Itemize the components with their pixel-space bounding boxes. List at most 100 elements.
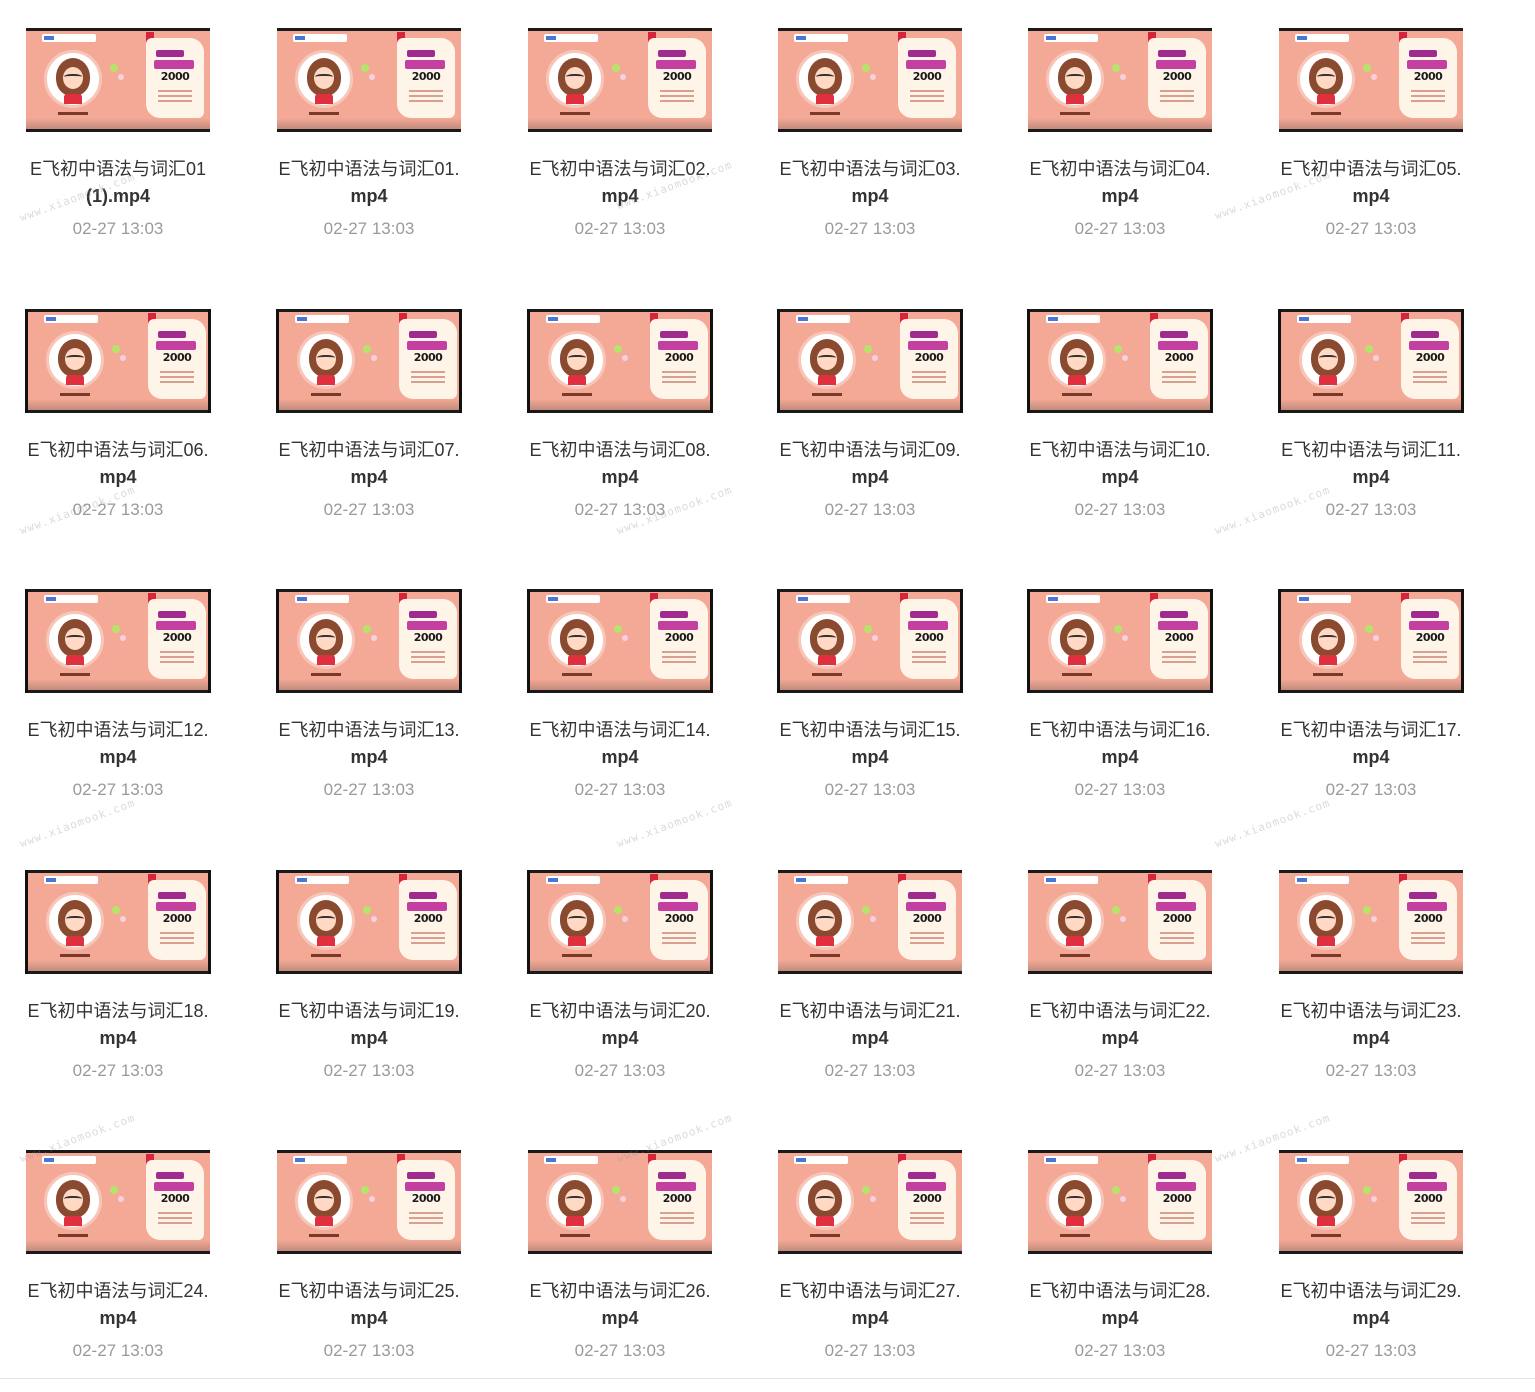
file-item[interactable]: 2000 E飞初中语法与词汇21. mp4 02-27 13:03: [752, 842, 988, 1112]
file-item[interactable]: 2000 E飞初中语法与词汇06. mp4 02-27 13:03: [0, 281, 236, 551]
file-name[interactable]: E飞初中语法与词汇25. mp4: [263, 1278, 475, 1332]
file-name[interactable]: E飞初中语法与词汇07. mp4: [263, 437, 475, 491]
file-item[interactable]: 2000 E飞初中语法与词汇25. mp4 02-27 13:03: [251, 1122, 487, 1392]
video-thumbnail[interactable]: 2000: [1027, 862, 1213, 982]
file-item[interactable]: 2000 E飞初中语法与词汇26. mp4 02-27 13:03: [502, 1122, 738, 1392]
video-thumbnail[interactable]: 2000: [1027, 20, 1213, 140]
file-item[interactable]: 2000 E飞初中语法与词汇23. mp4 02-27 13:03: [1253, 842, 1489, 1112]
video-thumbnail[interactable]: 2000: [276, 20, 462, 140]
file-item[interactable]: 2000 E飞初中语法与词汇18. mp4 02-27 13:03: [0, 842, 236, 1112]
video-thumbnail[interactable]: 2000: [25, 1142, 211, 1262]
file-name[interactable]: E飞初中语法与词汇10. mp4: [1014, 437, 1226, 491]
video-thumbnail[interactable]: 2000: [527, 862, 713, 982]
file-item[interactable]: 2000 E飞初中语法与词汇20. mp4 02-27 13:03: [502, 842, 738, 1112]
thumbnail-image: 2000: [777, 589, 963, 693]
file-item[interactable]: 2000 E飞初中语法与词汇02. mp4 02-27 13:03: [502, 0, 738, 270]
file-item[interactable]: 2000 E飞初中语法与词汇01. mp4 02-27 13:03: [251, 0, 487, 270]
file-item[interactable]: 2000 E飞初中语法与词汇11. mp4 02-27 13:03: [1253, 281, 1489, 551]
video-thumbnail[interactable]: 2000: [777, 1142, 963, 1262]
file-name[interactable]: E飞初中语法与词汇27. mp4: [764, 1278, 976, 1332]
thumbnail-image: 2000: [1028, 870, 1212, 974]
file-name[interactable]: E飞初中语法与词汇08. mp4: [514, 437, 726, 491]
file-name[interactable]: E飞初中语法与词汇13. mp4: [263, 717, 475, 771]
file-item[interactable]: 2000 E飞初中语法与词汇01 (1).mp4 02-27 13:03: [0, 0, 236, 270]
file-item[interactable]: 2000 E飞初中语法与词汇29. mp4 02-27 13:03: [1253, 1122, 1489, 1392]
file-item[interactable]: 2000 E飞初中语法与词汇17. mp4 02-27 13:03: [1253, 561, 1489, 831]
video-thumbnail[interactable]: 2000: [777, 20, 963, 140]
file-name[interactable]: E飞初中语法与词汇28. mp4: [1014, 1278, 1226, 1332]
file-name[interactable]: E飞初中语法与词汇01 (1).mp4: [12, 156, 224, 210]
file-item[interactable]: 2000 E飞初中语法与词汇12. mp4 02-27 13:03: [0, 561, 236, 831]
thumbnail-number: 2000: [914, 351, 944, 364]
file-name[interactable]: E飞初中语法与词汇17. mp4: [1265, 717, 1477, 771]
file-name[interactable]: E飞初中语法与词汇04. mp4: [1014, 156, 1226, 210]
file-item[interactable]: 2000 E飞初中语法与词汇27. mp4 02-27 13:03: [752, 1122, 988, 1392]
file-name[interactable]: E飞初中语法与词汇02. mp4: [514, 156, 726, 210]
file-item[interactable]: 2000 E飞初中语法与词汇16. mp4 02-27 13:03: [1002, 561, 1238, 831]
file-date: 02-27 13:03: [323, 500, 415, 519]
video-thumbnail[interactable]: 2000: [276, 1142, 462, 1262]
file-item[interactable]: 2000 E飞初中语法与词汇05. mp4 02-27 13:03: [1253, 0, 1489, 270]
file-name[interactable]: E飞初中语法与词汇01. mp4: [263, 156, 475, 210]
file-name[interactable]: E飞初中语法与词汇11. mp4: [1265, 437, 1477, 491]
file-name[interactable]: E飞初中语法与词汇21. mp4: [764, 998, 976, 1052]
video-thumbnail[interactable]: 2000: [527, 1142, 713, 1262]
video-thumbnail[interactable]: 2000: [1278, 1142, 1464, 1262]
video-thumbnail[interactable]: 2000: [527, 301, 713, 421]
file-name[interactable]: E飞初中语法与词汇23. mp4: [1265, 998, 1477, 1052]
file-name[interactable]: E飞初中语法与词汇24. mp4: [12, 1278, 224, 1332]
file-item[interactable]: 2000 E飞初中语法与词汇24. mp4 02-27 13:03: [0, 1122, 236, 1392]
file-name[interactable]: E飞初中语法与词汇18. mp4: [12, 998, 224, 1052]
file-name[interactable]: E飞初中语法与词汇06. mp4: [12, 437, 224, 491]
file-date: 02-27 13:03: [1325, 1341, 1417, 1360]
video-thumbnail[interactable]: 2000: [527, 20, 713, 140]
file-name[interactable]: E飞初中语法与词汇22. mp4: [1014, 998, 1226, 1052]
thumbnail-image: 2000: [527, 870, 713, 974]
video-thumbnail[interactable]: 2000: [276, 862, 462, 982]
file-name-line2: mp4: [350, 747, 388, 767]
video-thumbnail[interactable]: 2000: [1278, 20, 1464, 140]
video-thumbnail[interactable]: 2000: [1027, 1142, 1213, 1262]
thumbnail-image: 2000: [777, 309, 963, 413]
video-thumbnail[interactable]: 2000: [25, 301, 211, 421]
file-name[interactable]: E飞初中语法与词汇16. mp4: [1014, 717, 1226, 771]
file-item[interactable]: 2000 E飞初中语法与词汇14. mp4 02-27 13:03: [502, 561, 738, 831]
video-thumbnail[interactable]: 2000: [527, 581, 713, 701]
video-thumbnail[interactable]: 2000: [276, 581, 462, 701]
video-thumbnail[interactable]: 2000: [777, 581, 963, 701]
file-item[interactable]: 2000 E飞初中语法与词汇19. mp4 02-27 13:03: [251, 842, 487, 1112]
file-date: 02-27 13:03: [824, 1061, 916, 1080]
file-name[interactable]: E飞初中语法与词汇09. mp4: [764, 437, 976, 491]
file-name[interactable]: E飞初中语法与词汇14. mp4: [514, 717, 726, 771]
file-item[interactable]: 2000 E飞初中语法与词汇04. mp4 02-27 13:03: [1002, 0, 1238, 270]
video-thumbnail[interactable]: 2000: [1278, 581, 1464, 701]
video-thumbnail[interactable]: 2000: [25, 20, 211, 140]
file-name[interactable]: E飞初中语法与词汇20. mp4: [514, 998, 726, 1052]
video-thumbnail[interactable]: 2000: [25, 862, 211, 982]
video-thumbnail[interactable]: 2000: [25, 581, 211, 701]
video-thumbnail[interactable]: 2000: [1278, 862, 1464, 982]
file-item[interactable]: 2000 E飞初中语法与词汇22. mp4 02-27 13:03: [1002, 842, 1238, 1112]
file-name[interactable]: E飞初中语法与词汇29. mp4: [1265, 1278, 1477, 1332]
video-thumbnail[interactable]: 2000: [1027, 301, 1213, 421]
file-item[interactable]: 2000 E飞初中语法与词汇07. mp4 02-27 13:03: [251, 281, 487, 551]
file-item[interactable]: 2000 E飞初中语法与词汇03. mp4 02-27 13:03: [752, 0, 988, 270]
file-item[interactable]: 2000 E飞初中语法与词汇15. mp4 02-27 13:03: [752, 561, 988, 831]
file-item[interactable]: 2000 E飞初中语法与词汇28. mp4 02-27 13:03: [1002, 1122, 1238, 1392]
video-thumbnail[interactable]: 2000: [276, 301, 462, 421]
file-name[interactable]: E飞初中语法与词汇15. mp4: [764, 717, 976, 771]
file-item[interactable]: 2000 E飞初中语法与词汇10. mp4 02-27 13:03: [1002, 281, 1238, 551]
file-item[interactable]: 2000 E飞初中语法与词汇09. mp4 02-27 13:03: [752, 281, 988, 551]
file-item[interactable]: 2000 E飞初中语法与词汇13. mp4 02-27 13:03: [251, 561, 487, 831]
file-name[interactable]: E飞初中语法与词汇26. mp4: [514, 1278, 726, 1332]
video-thumbnail[interactable]: 2000: [1278, 301, 1464, 421]
file-name[interactable]: E飞初中语法与词汇12. mp4: [12, 717, 224, 771]
video-thumbnail[interactable]: 2000: [777, 862, 963, 982]
file-item[interactable]: 2000 E飞初中语法与词汇08. mp4 02-27 13:03: [502, 281, 738, 551]
file-name[interactable]: E飞初中语法与词汇05. mp4: [1265, 156, 1477, 210]
file-name[interactable]: E飞初中语法与词汇03. mp4: [764, 156, 976, 210]
video-thumbnail[interactable]: 2000: [1027, 581, 1213, 701]
video-thumbnail[interactable]: 2000: [777, 301, 963, 421]
file-name[interactable]: E飞初中语法与词汇19. mp4: [263, 998, 475, 1052]
